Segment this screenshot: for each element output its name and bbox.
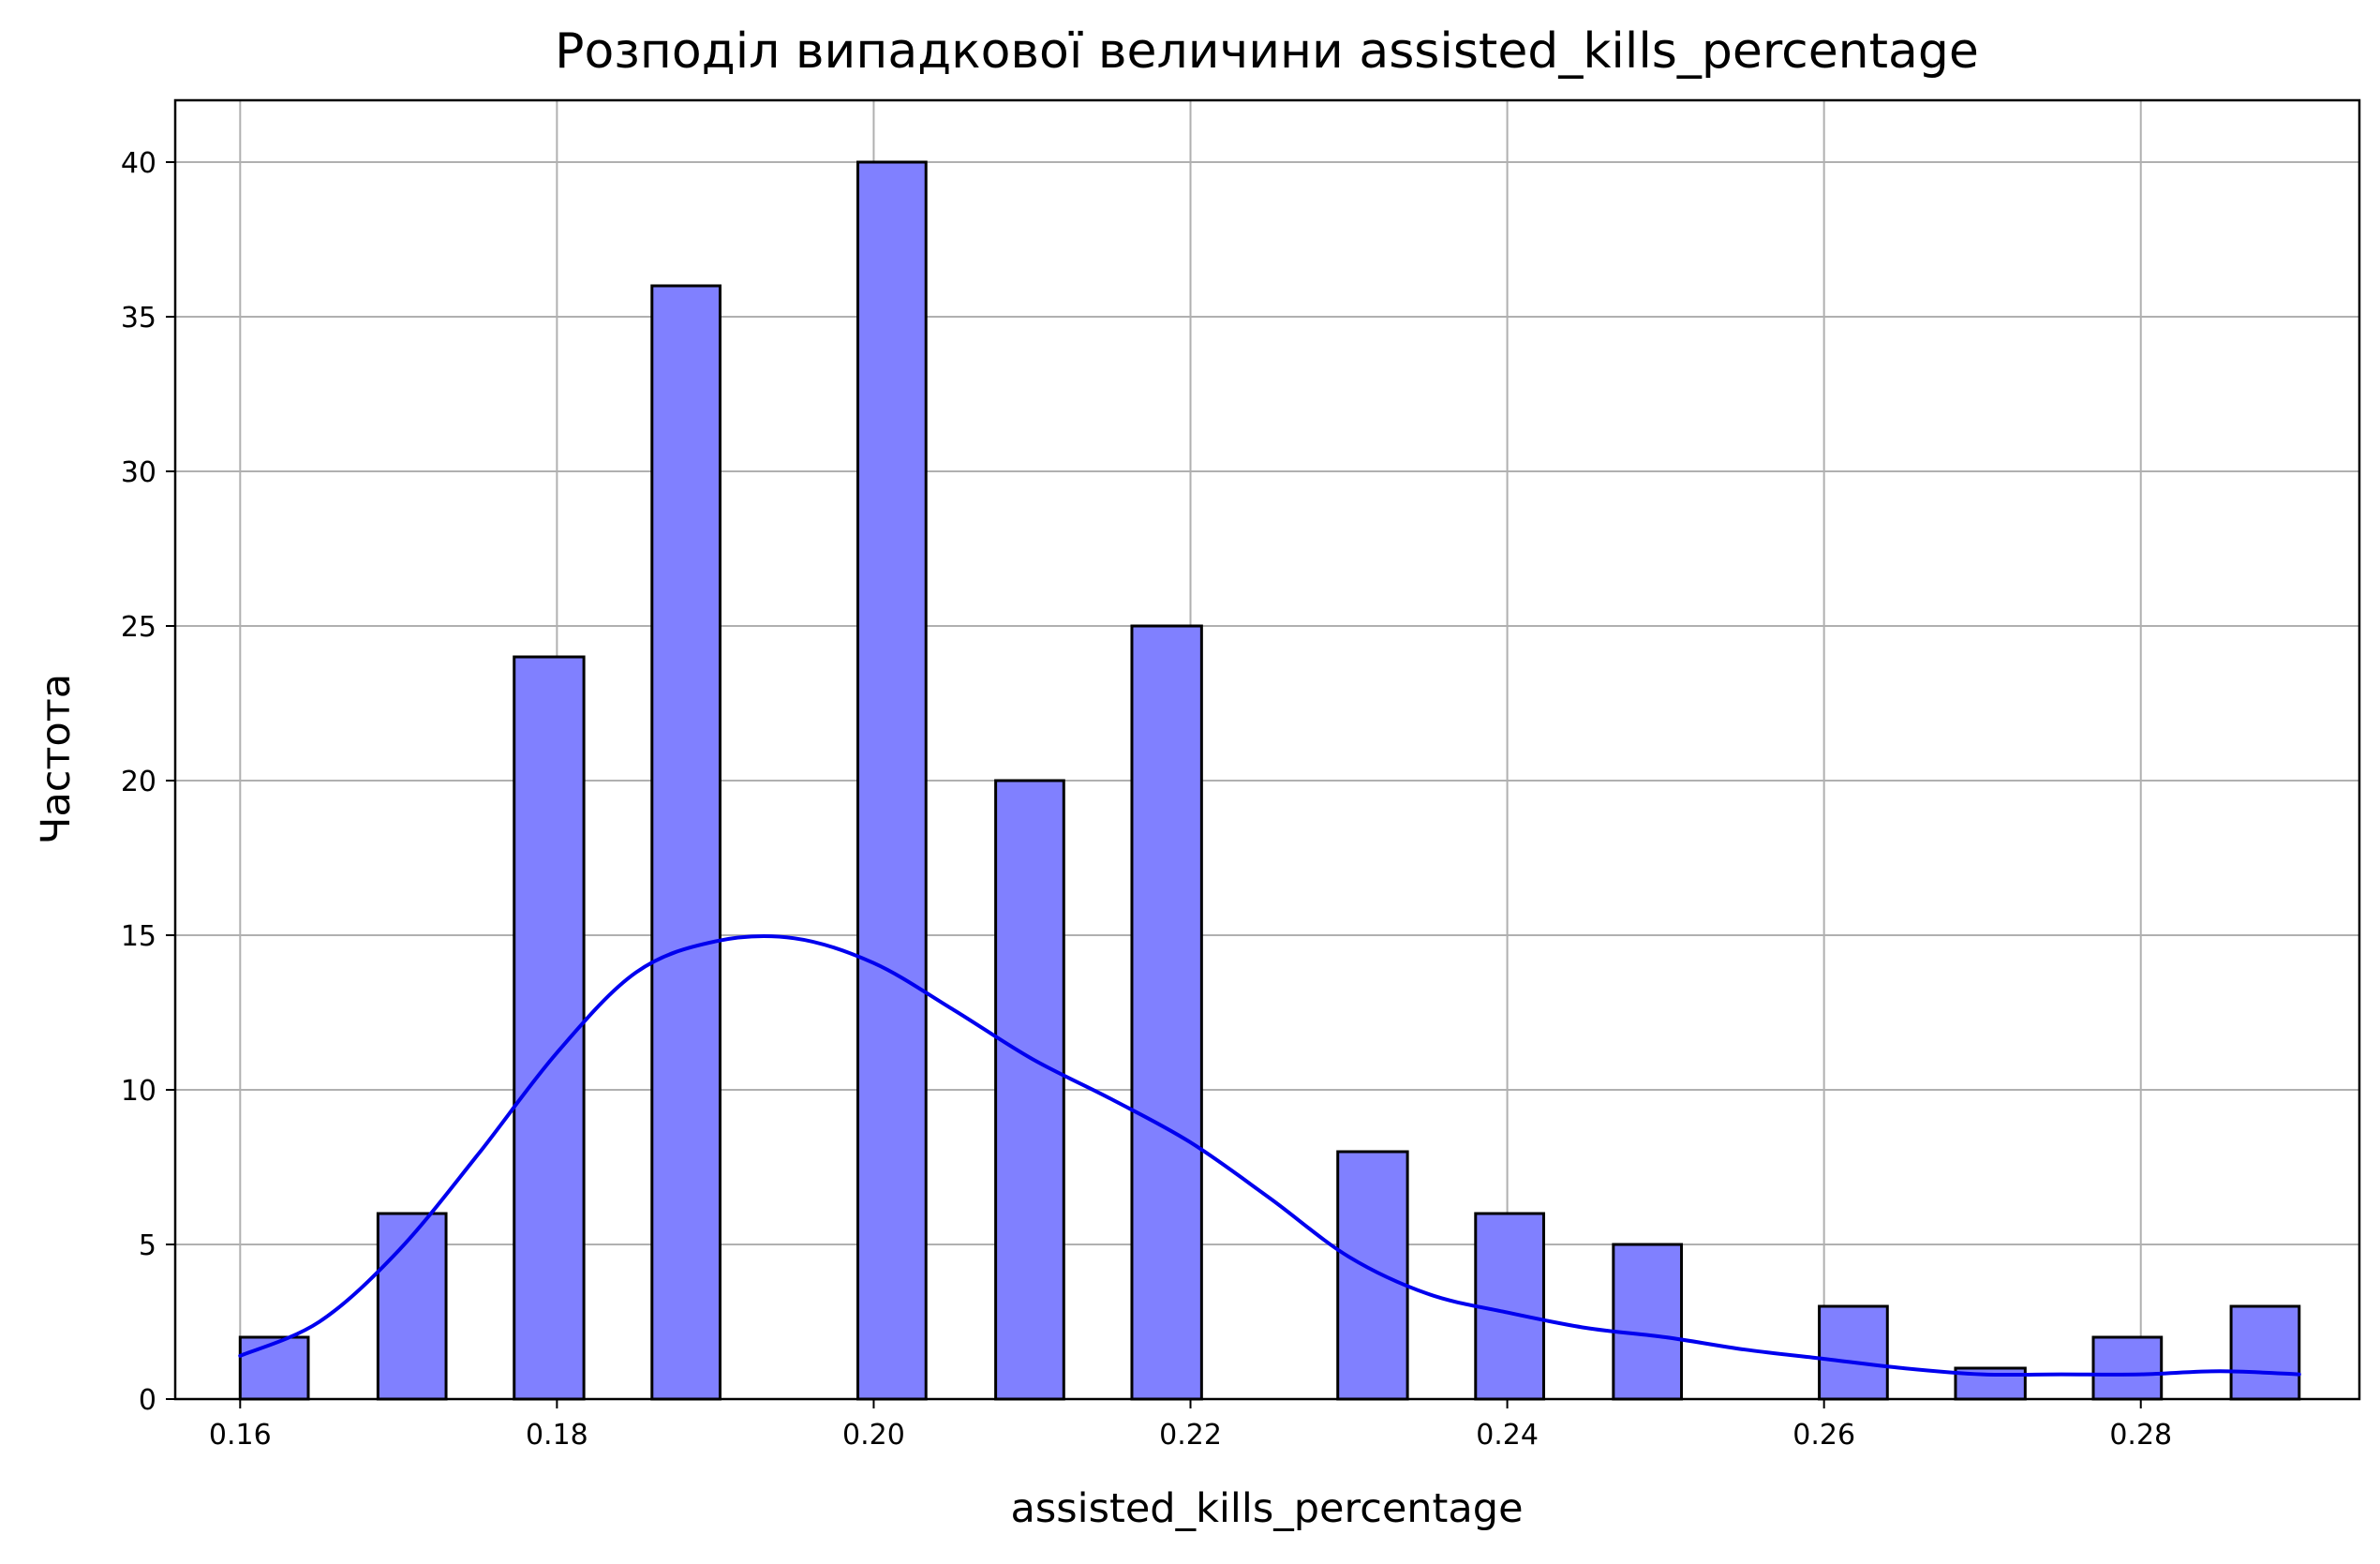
- y-tick-label: 25: [121, 611, 156, 644]
- bars-layer: [238, 160, 2301, 1401]
- x-tick-label: 0.28: [2109, 1419, 2172, 1452]
- x-tick-label: 0.16: [209, 1419, 272, 1452]
- y-tick-label: 15: [121, 920, 156, 953]
- x-tick-label: 0.18: [526, 1419, 588, 1452]
- histogram-bar: [2091, 1335, 2164, 1401]
- histogram-bar: [856, 160, 928, 1401]
- histogram-bar: [1474, 1212, 1545, 1401]
- y-tick-label: 35: [121, 302, 156, 335]
- kde-curve: [238, 934, 2301, 1378]
- histogram-bar: [238, 1335, 310, 1401]
- plot-frame: [173, 98, 2361, 1401]
- histogram-bar: [1336, 1150, 1409, 1401]
- x-axis-label: assisted_kills_percentage: [1010, 1485, 1523, 1532]
- y-tick-label: 40: [121, 147, 156, 180]
- x-tick-label: 0.20: [842, 1419, 905, 1452]
- y-tick-label: 5: [139, 1229, 156, 1262]
- histogram-bar: [650, 284, 721, 1401]
- y-tick-label: 10: [121, 1075, 156, 1108]
- histogram-bar: [994, 779, 1065, 1401]
- histogram-bar: [376, 1212, 448, 1401]
- grid-layer: [175, 100, 2359, 1400]
- x-tick-label: 0.22: [1159, 1419, 1222, 1452]
- x-tick-label: 0.24: [1476, 1419, 1539, 1452]
- x-tick-label: 0.26: [1792, 1419, 1855, 1452]
- histogram-bar: [1818, 1304, 1889, 1401]
- axes-layer: [166, 98, 2361, 1408]
- histogram-bar: [513, 655, 586, 1401]
- y-tick-label: 0: [139, 1384, 156, 1417]
- histogram-bar: [1612, 1243, 1684, 1401]
- chart-title: Розподіл випадкової величини assisted_ki…: [555, 23, 1979, 80]
- kde-layer: [238, 934, 2301, 1378]
- y-axis-label: Частота: [33, 674, 80, 844]
- text-layer: Розподіл випадкової величини assisted_ki…: [33, 23, 2172, 1532]
- histogram-bar: [1130, 624, 1203, 1401]
- histogram-bar: [2229, 1304, 2301, 1401]
- y-tick-label: 20: [121, 766, 156, 798]
- y-tick-label: 30: [121, 456, 156, 489]
